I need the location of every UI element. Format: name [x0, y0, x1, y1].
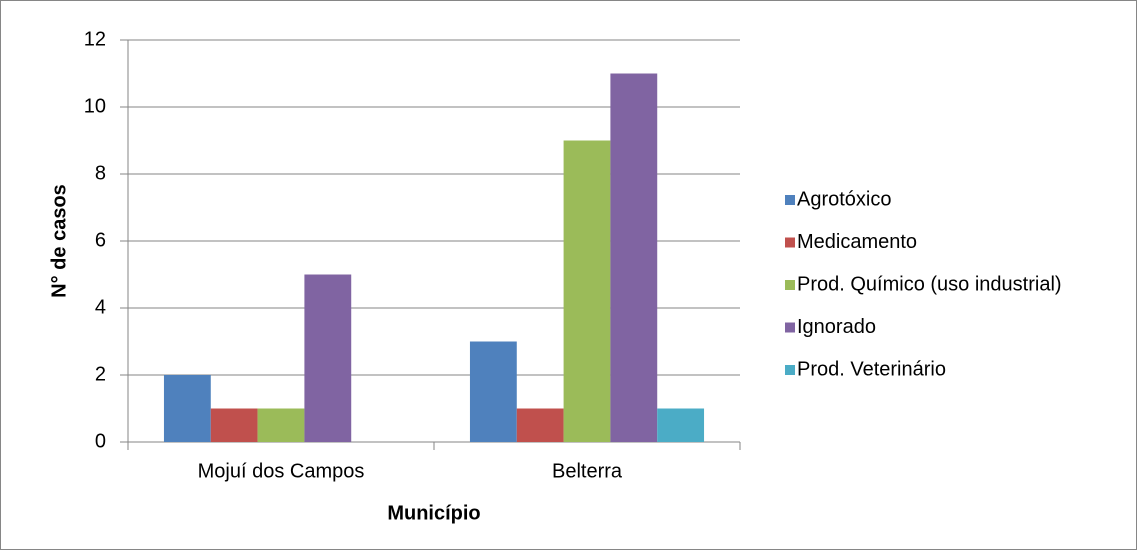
legend-label: Ignorado: [797, 316, 876, 338]
legend-label: Prod. Veterinário: [797, 358, 946, 380]
bar: [210, 408, 258, 442]
x-tick-label: Belterra: [552, 460, 623, 482]
legend-label: Prod. Químico (uso industrial): [797, 273, 1062, 295]
legend-label: Agrotóxico: [797, 188, 892, 210]
x-tick-label: Mojuí dos Campos: [198, 460, 365, 482]
legend-swatch: [785, 322, 795, 333]
y-tick-label: 12: [84, 28, 106, 50]
y-tick-label: 0: [95, 430, 106, 452]
legend-swatch: [785, 195, 795, 205]
bar: [563, 140, 611, 442]
bar: [657, 408, 705, 442]
y-tick-label: 10: [84, 95, 106, 117]
bar: [257, 408, 305, 442]
legend-swatch: [785, 237, 795, 248]
legend-swatch: [785, 280, 795, 290]
bar: [469, 341, 517, 442]
y-tick-label: 4: [95, 296, 106, 318]
bar: [610, 73, 658, 442]
y-tick-label: 8: [95, 162, 106, 184]
y-tick-label: 2: [95, 363, 106, 385]
x-axis-label: Município: [387, 502, 480, 524]
y-tick-label: 6: [95, 229, 106, 251]
y-axis-label: N° de casos: [48, 184, 70, 298]
bar: [163, 375, 211, 442]
bar: [516, 408, 564, 442]
legend-label: Medicamento: [797, 231, 917, 253]
legend-swatch: [785, 365, 795, 375]
bar: [304, 274, 352, 442]
